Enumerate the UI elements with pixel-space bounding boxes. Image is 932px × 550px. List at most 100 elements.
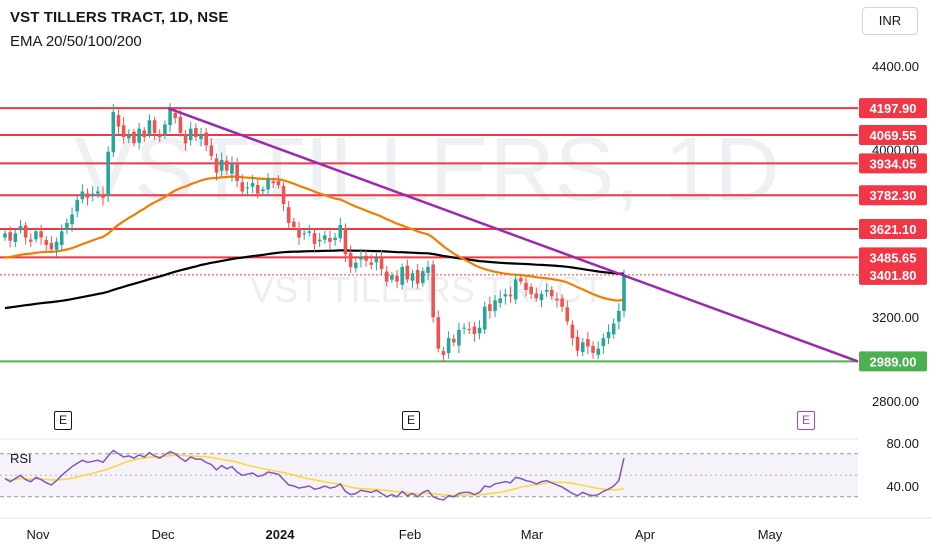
candle-body bbox=[359, 256, 363, 260]
indicator-label[interactable]: EMA 20/50/100/200 bbox=[10, 33, 142, 50]
candle-body bbox=[333, 237, 337, 240]
candle-body bbox=[302, 233, 306, 235]
candle-body bbox=[472, 326, 477, 334]
time-axis-tick: Apr bbox=[635, 527, 656, 542]
candle-body bbox=[65, 222, 69, 231]
candle-body bbox=[116, 115, 121, 127]
time-axis-tick: Dec bbox=[151, 527, 175, 542]
candle-body bbox=[13, 233, 18, 242]
candle-body bbox=[364, 255, 368, 261]
candle-body bbox=[467, 328, 472, 330]
candle-body bbox=[286, 207, 291, 223]
chart-title: VST TILLERS TRACT, 1D, NSE bbox=[10, 9, 229, 26]
earnings-event-marker-upcoming[interactable]: E bbox=[797, 411, 815, 430]
candle-body bbox=[44, 240, 49, 245]
candle-body bbox=[142, 130, 147, 138]
earnings-event-marker[interactable]: E bbox=[402, 411, 420, 430]
candle-body bbox=[317, 239, 322, 242]
candle-body bbox=[457, 329, 461, 346]
candle-body bbox=[225, 160, 229, 171]
candle-body bbox=[271, 181, 276, 184]
candle-body bbox=[183, 134, 188, 144]
candle-body bbox=[127, 134, 131, 139]
candle-body bbox=[235, 163, 239, 182]
candle-body bbox=[451, 338, 456, 343]
price-level-label-bg bbox=[859, 351, 927, 372]
price-level-label-bg bbox=[859, 98, 927, 119]
candle-body bbox=[250, 183, 255, 187]
candle-body bbox=[59, 231, 64, 245]
candle-body bbox=[39, 231, 43, 238]
time-axis-tick: Mar bbox=[521, 527, 544, 542]
candle-body bbox=[374, 258, 379, 263]
candle-body bbox=[214, 158, 219, 173]
candle-body bbox=[591, 345, 595, 353]
candle-body bbox=[276, 181, 281, 186]
candle-body bbox=[137, 128, 141, 143]
rsi-label[interactable]: RSI bbox=[10, 451, 32, 466]
candle-body bbox=[209, 145, 214, 156]
candle-body bbox=[96, 191, 100, 194]
rsi-axis-tick: 80.00 bbox=[886, 436, 919, 451]
candle-body bbox=[106, 151, 110, 196]
candle-body bbox=[194, 128, 198, 138]
currency-button[interactable]: INR bbox=[862, 7, 918, 35]
candle-body bbox=[415, 270, 420, 284]
price-level-label: 4069.55 bbox=[870, 128, 917, 143]
candle-body bbox=[266, 178, 270, 190]
candle-body bbox=[70, 214, 74, 225]
candle-body bbox=[219, 160, 224, 171]
candle-body bbox=[147, 120, 152, 135]
candle-body bbox=[426, 266, 430, 273]
candle-body bbox=[446, 338, 451, 354]
candle-body bbox=[54, 241, 59, 250]
rsi-axis-tick: 40.00 bbox=[886, 479, 919, 494]
candle-body bbox=[544, 289, 549, 292]
candle-body bbox=[410, 273, 415, 281]
candle-body bbox=[586, 339, 590, 347]
candle-body bbox=[163, 124, 167, 136]
candle-body bbox=[353, 262, 358, 269]
candle-body bbox=[369, 262, 374, 265]
candle-body bbox=[188, 128, 193, 141]
candle-body bbox=[101, 194, 105, 198]
price-level-label: 2989.00 bbox=[870, 354, 917, 369]
earnings-event-marker[interactable]: E bbox=[54, 411, 72, 430]
candle-body bbox=[436, 317, 441, 349]
candle-body bbox=[343, 228, 348, 255]
candle-body bbox=[323, 235, 327, 240]
price-axis-tick: 2800.00 bbox=[872, 394, 919, 409]
price-level-label: 4197.90 bbox=[870, 101, 917, 116]
candle-body bbox=[230, 164, 234, 174]
candle-body bbox=[240, 182, 245, 192]
candle-body bbox=[199, 134, 203, 139]
price-level-label-bg bbox=[859, 125, 927, 146]
price-level-label: 3621.10 bbox=[870, 222, 917, 237]
candle-body bbox=[601, 338, 606, 347]
candle-body bbox=[23, 225, 28, 238]
candle-body bbox=[560, 298, 564, 307]
candle-body bbox=[3, 233, 7, 238]
candle-body bbox=[534, 293, 539, 299]
candle-body bbox=[281, 185, 286, 205]
candle-body bbox=[204, 132, 208, 146]
candle-body bbox=[328, 238, 332, 242]
time-axis-tick: May bbox=[758, 527, 783, 542]
watermark-name: VST TILLERS TRACT bbox=[250, 269, 604, 310]
candle-body bbox=[555, 298, 559, 301]
candle-body bbox=[49, 243, 54, 250]
candle-body bbox=[570, 324, 575, 339]
candle-body bbox=[28, 239, 33, 242]
candle-body bbox=[431, 264, 435, 318]
price-level-label: 3401.80 bbox=[870, 268, 917, 283]
candle-body bbox=[173, 112, 178, 119]
candle-body bbox=[488, 304, 492, 311]
candle-body bbox=[617, 310, 621, 322]
candle-body bbox=[34, 231, 38, 240]
price-level-label-bg bbox=[859, 218, 927, 239]
candle-body bbox=[519, 278, 523, 282]
price-axis-tick: 3200.00 bbox=[872, 310, 919, 325]
candle-body bbox=[477, 327, 482, 334]
candle-body bbox=[498, 298, 502, 303]
